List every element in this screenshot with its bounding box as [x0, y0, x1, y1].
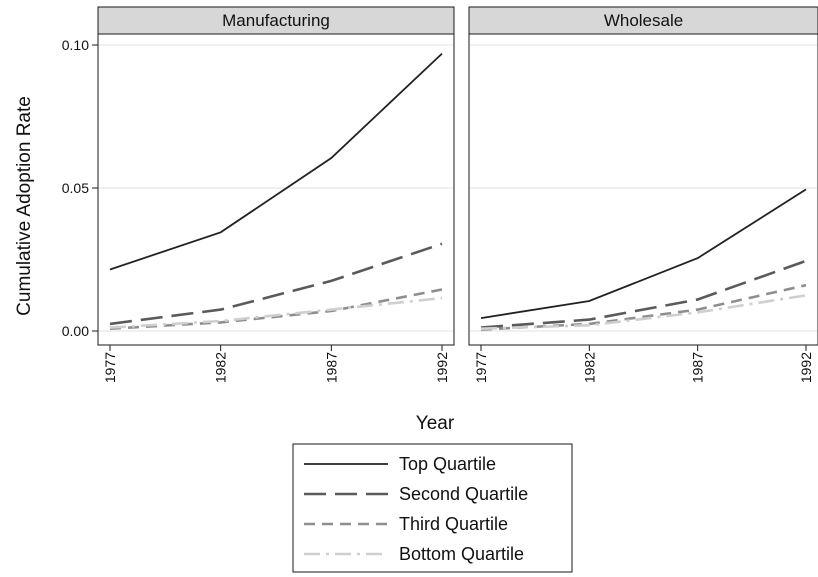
legend-box	[292, 443, 573, 573]
x-tick-label: 1982	[213, 352, 229, 383]
panel-title: Manufacturing	[222, 11, 330, 30]
x-tick-label: 1992	[434, 352, 450, 383]
series-line-bottom-quartile	[109, 296, 443, 329]
series-line-bottom-quartile	[480, 294, 807, 330]
y-tick-label: 0.10	[62, 37, 89, 53]
x-axis-title: Year	[416, 413, 455, 434]
x-tick-label: 1987	[323, 352, 339, 383]
plot-area	[468, 33, 818, 346]
x-tick-label: 1977	[473, 352, 489, 383]
y-tick-label: 0.00	[62, 323, 89, 339]
series-line-second-quartile	[480, 259, 807, 329]
plot-area	[97, 33, 455, 346]
y-axis-title: Cumulative Adoption Rate	[14, 96, 35, 316]
panel-title: Wholesale	[604, 11, 683, 30]
legend-label: Top Quartile	[399, 454, 496, 474]
legend-label: Bottom Quartile	[399, 544, 524, 564]
legend-label: Second Quartile	[399, 484, 528, 504]
legend-label: Third Quartile	[399, 514, 508, 534]
y-tick-label: 0.05	[62, 180, 89, 196]
panel-strip	[97, 6, 455, 35]
x-tick-label: 1987	[690, 352, 706, 383]
x-tick-label: 1977	[102, 352, 118, 383]
series-line-top-quartile	[109, 52, 443, 271]
series-line-top-quartile	[480, 188, 807, 319]
series-line-second-quartile	[109, 242, 443, 326]
x-tick-label: 1992	[798, 352, 814, 383]
x-tick-label: 1982	[581, 352, 597, 383]
